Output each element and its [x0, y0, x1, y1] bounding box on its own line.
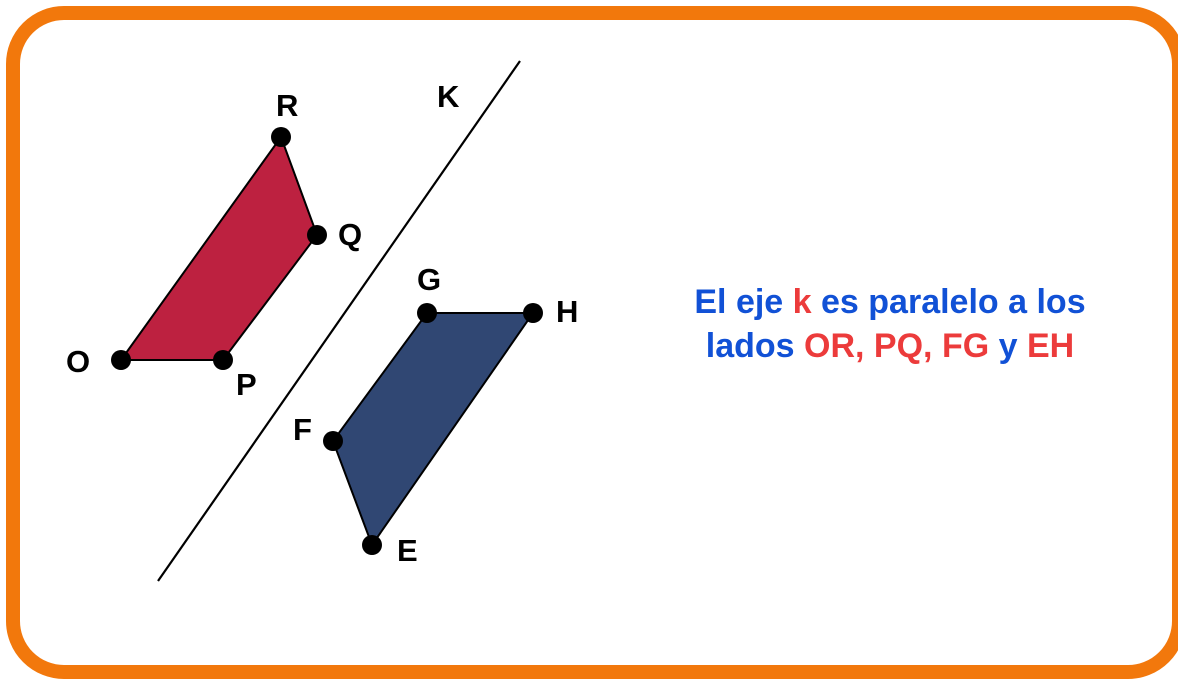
point-p: [213, 350, 233, 370]
caption-separator: ,: [855, 327, 874, 365]
point-h: [523, 303, 543, 323]
label-p: P: [236, 367, 257, 402]
label-e: E: [397, 533, 418, 568]
caption-separator: y: [989, 327, 1027, 365]
point-o: [111, 350, 131, 370]
caption-side-eh: EH: [1026, 327, 1075, 365]
caption-side-or: OR: [804, 327, 856, 365]
caption-separator: ,: [923, 327, 942, 365]
point-r: [271, 127, 291, 147]
label-r: R: [276, 88, 298, 123]
caption-side-fg: FG: [941, 327, 990, 365]
label-g: G: [417, 262, 441, 297]
caption-line-2: lados OR, PQ, FG y EH: [610, 324, 1170, 368]
caption-text: es paralelo a los: [811, 283, 1086, 321]
explanation-caption: El eje k es paralelo a los lados OR, PQ,…: [610, 280, 1170, 368]
point-q: [307, 225, 327, 245]
caption-line-1: El eje k es paralelo a los: [610, 280, 1170, 324]
caption-k: k: [792, 283, 812, 321]
point-g: [417, 303, 437, 323]
caption-text: El eje: [694, 283, 793, 321]
label-q: Q: [338, 217, 362, 252]
caption-side-pq: PQ: [873, 327, 924, 365]
axis-k-line: [157, 60, 521, 582]
label-o: O: [66, 344, 90, 379]
point-e: [362, 535, 382, 555]
label-f: F: [293, 412, 312, 447]
axis-k-label: K: [437, 79, 460, 114]
quadrilateral-efgh: [331, 312, 535, 548]
caption-text: lados: [705, 327, 805, 365]
quadrilateral-opqr: [119, 134, 319, 361]
label-h: H: [556, 294, 578, 329]
point-f: [323, 431, 343, 451]
